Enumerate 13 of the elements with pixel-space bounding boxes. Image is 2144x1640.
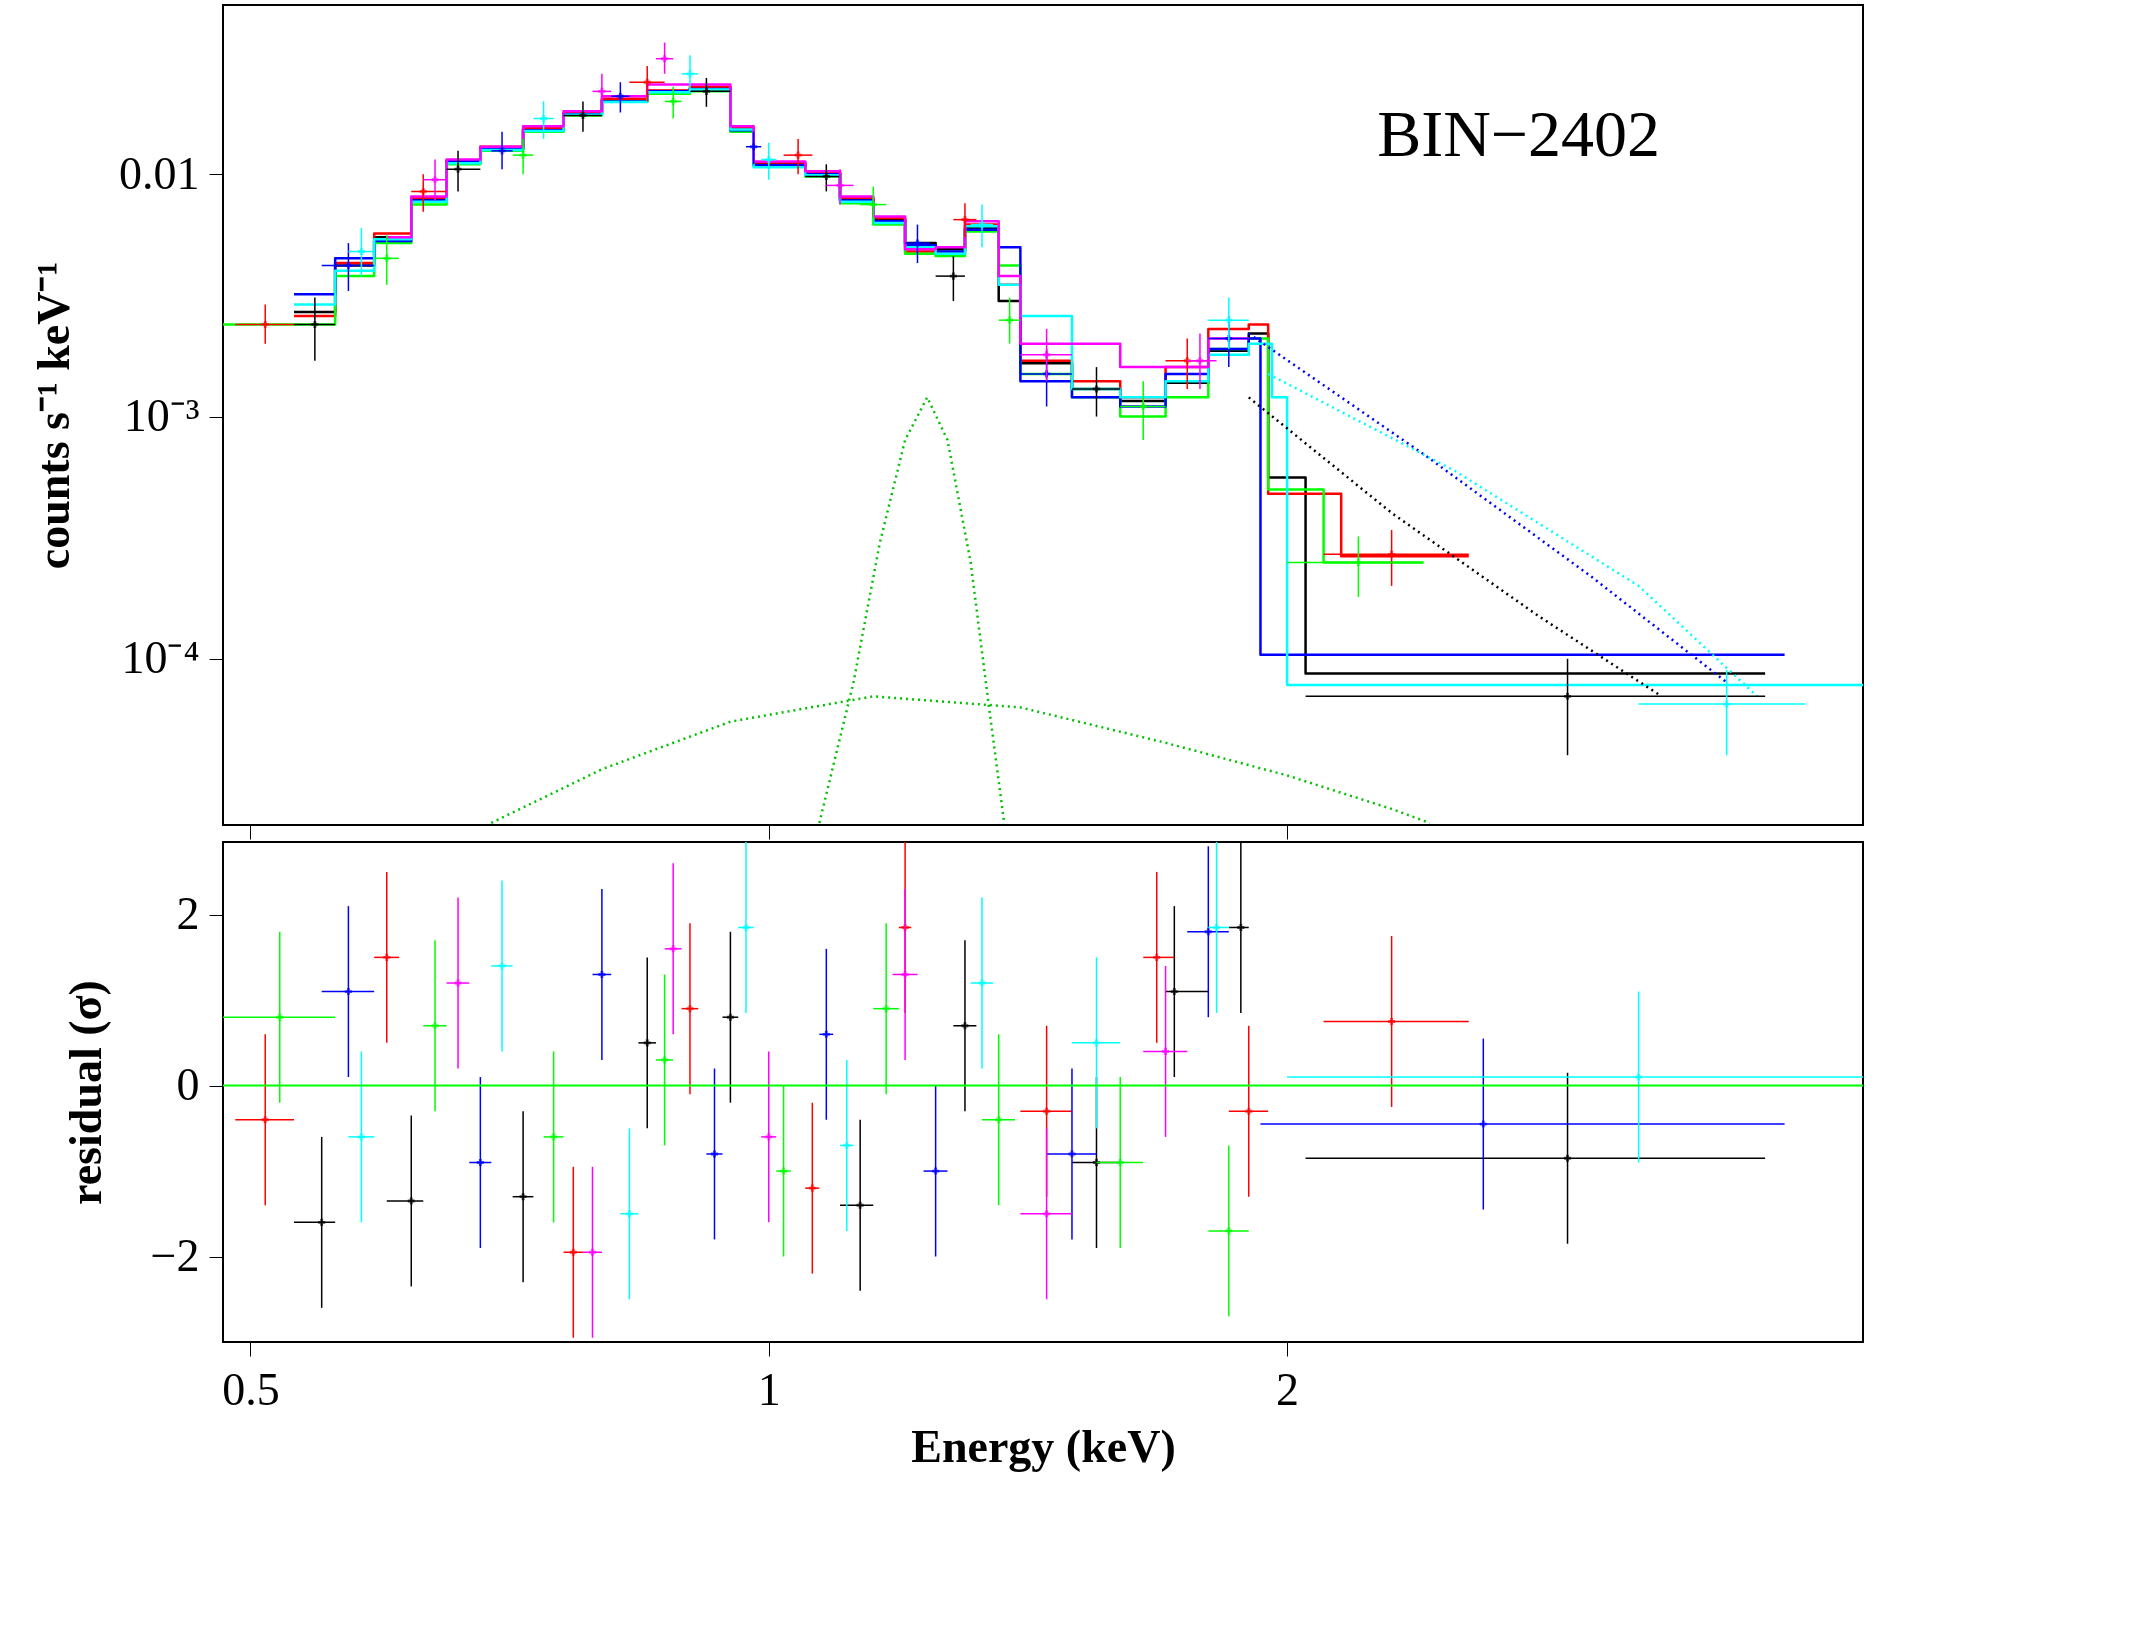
x-tick-label: 1: [757, 1363, 781, 1415]
y-tick-label: −2: [150, 1230, 200, 1282]
x-tick-label: 0.5: [222, 1363, 280, 1415]
y-tick-label: 2: [176, 888, 200, 940]
x-axis-title: Energy (keV): [911, 1420, 1176, 1472]
y-tick-label: 0.01: [119, 147, 200, 199]
annotation: BIN−2402: [1377, 97, 1661, 171]
y-axis-title: counts s⁻¹ keV⁻¹: [28, 261, 79, 570]
y-tick-label: 10⁻³: [123, 390, 200, 442]
y-tick-label: 0: [176, 1059, 200, 1111]
x-tick-label: 2: [1276, 1363, 1300, 1415]
y-tick-label: 10⁻⁴: [121, 632, 200, 684]
y-axis-title: residual (σ): [59, 980, 111, 1205]
